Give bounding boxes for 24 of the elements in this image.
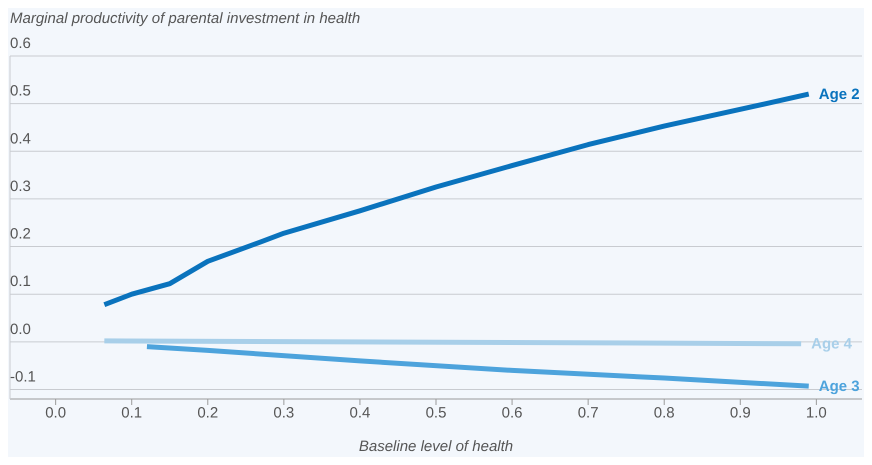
series-label: Age 2	[818, 86, 860, 104]
x-tick-label: 0.8	[654, 404, 675, 422]
x-tick-label: 1.0	[806, 404, 827, 422]
x-tick-label: 0.9	[730, 404, 751, 422]
y-tick-label: 0.5	[10, 82, 31, 100]
y-tick-label: 0.4	[10, 130, 31, 148]
y-axis-title: Marginal productivity of parental investment in health	[10, 10, 360, 27]
x-tick-label: 0.3	[273, 404, 294, 422]
y-tick-label: 0.1	[10, 273, 31, 290]
x-tick-label: 0.4	[350, 404, 370, 422]
x-tick-label: 0.1	[121, 404, 142, 422]
y-tick-label: 0.3	[10, 178, 31, 195]
y-tick-label: 0.6	[10, 35, 31, 52]
series-label: Age 3	[818, 378, 860, 396]
y-tick-label: 0.2	[10, 226, 31, 243]
x-tick-label: 0.0	[45, 404, 66, 422]
series-label: Age 4	[811, 336, 853, 353]
x-tick-label: 0.2	[197, 404, 218, 422]
x-tick-label: 0.5	[426, 404, 446, 422]
y-tick-label: 0.0	[10, 320, 31, 338]
y-tick-label: -0.1	[10, 368, 36, 386]
x-axis-title: Baseline level of health	[358, 438, 514, 455]
x-tick-label: 0.7	[578, 404, 599, 422]
x-tick-label: 0.6	[502, 404, 522, 422]
